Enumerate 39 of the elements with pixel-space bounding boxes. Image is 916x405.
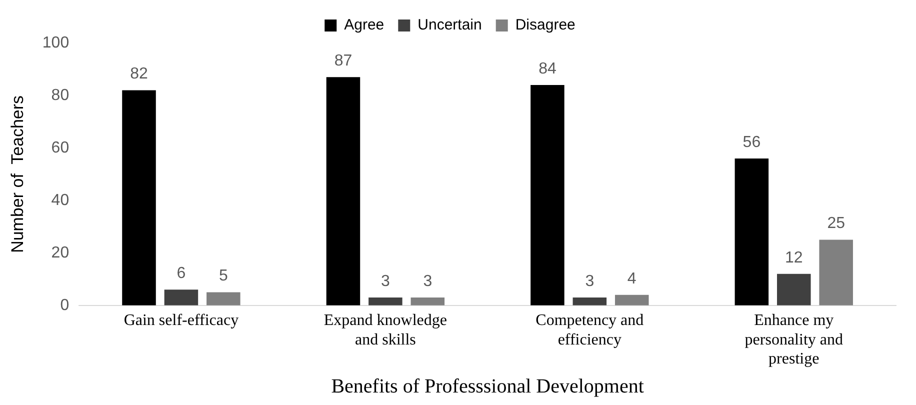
bar — [368, 298, 402, 306]
x-tick-label: Gain self-efficacy — [124, 312, 239, 330]
bar — [164, 290, 198, 306]
data-label: 4 — [627, 270, 636, 288]
data-label: 6 — [176, 265, 186, 282]
x-tick-label: Enhance my personality and prestige — [744, 312, 843, 368]
y-tick-label: 80 — [51, 86, 70, 104]
data-label: 87 — [334, 52, 352, 70]
x-tick-label: Competency and efficiency — [536, 312, 644, 348]
y-axis-title: Number of Teachers — [8, 95, 27, 253]
bar — [326, 77, 360, 306]
bar — [734, 158, 769, 306]
data-label: 3 — [380, 272, 390, 290]
data-label: 5 — [218, 268, 228, 285]
y-tick-label: 100 — [42, 34, 70, 52]
x-axis-title: Benefits of Professsional Development — [331, 375, 644, 398]
y-tick-label: 20 — [51, 244, 70, 262]
legend-label: Disagree — [515, 16, 576, 34]
legend-label: Uncertain — [418, 16, 482, 34]
legend-label: Agree — [344, 16, 384, 34]
data-label: 56 — [742, 134, 761, 151]
y-tick-label: 60 — [51, 139, 70, 156]
bar — [122, 90, 156, 306]
data-label: 82 — [130, 66, 148, 83]
data-label: 25 — [827, 215, 846, 232]
data-label: 3 — [423, 272, 432, 290]
y-tick-label: 0 — [60, 296, 70, 314]
bar — [614, 294, 649, 306]
data-label: 84 — [538, 60, 556, 78]
data-label: 3 — [585, 272, 594, 290]
bar — [530, 84, 564, 306]
x-tick-label: Expand knowledge and skills — [324, 312, 447, 348]
bar — [206, 292, 240, 306]
bar — [572, 298, 607, 306]
data-label: 12 — [784, 249, 803, 266]
y-tick-label: 40 — [51, 192, 70, 209]
bar — [777, 274, 811, 306]
bar — [410, 298, 445, 306]
bar — [819, 240, 853, 306]
